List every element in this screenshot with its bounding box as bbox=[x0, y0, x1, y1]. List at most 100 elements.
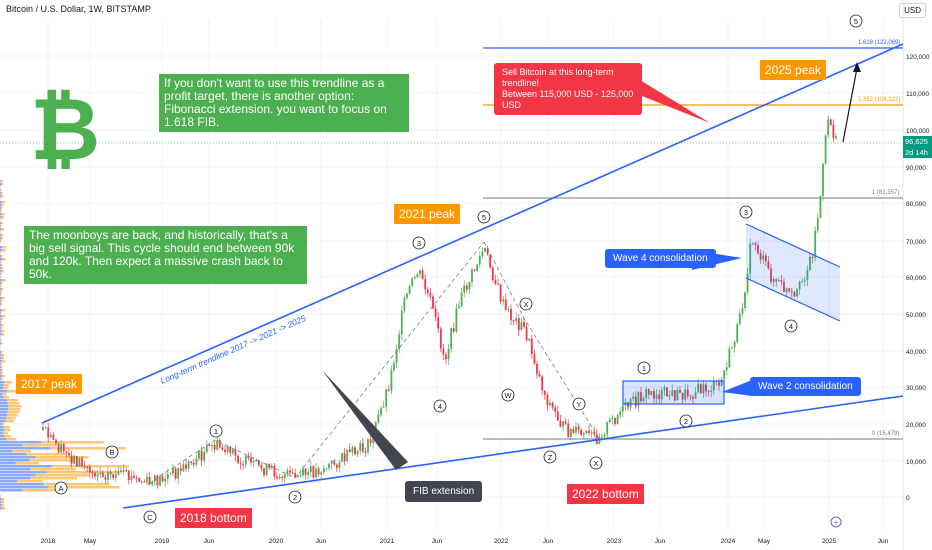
sell-note-line2: Between 115,000 USD - 125,000 USD bbox=[502, 89, 634, 110]
upper-trendline[interactable] bbox=[41, 43, 904, 424]
volume-bar bbox=[2, 201, 6, 204]
bottom-2022-label[interactable]: 2022 bottom bbox=[567, 484, 644, 504]
volume-bar bbox=[0, 501, 2, 504]
candle-body bbox=[543, 390, 546, 395]
volume-bar bbox=[1, 213, 5, 216]
candle-body bbox=[515, 318, 518, 322]
candle-body bbox=[403, 297, 406, 311]
candle-body bbox=[775, 279, 778, 282]
candle-body bbox=[736, 324, 739, 343]
volume-bar bbox=[0, 489, 23, 492]
volume-bar bbox=[4, 435, 12, 438]
volume-bar bbox=[0, 303, 1, 306]
candle-body bbox=[278, 476, 281, 479]
candle-body bbox=[237, 455, 239, 464]
volume-bar bbox=[0, 372, 2, 375]
time-axis-label: Jun bbox=[543, 538, 554, 545]
wave-label-text: X bbox=[523, 300, 528, 309]
candle-body bbox=[205, 445, 208, 453]
candle-body bbox=[130, 475, 133, 480]
volume-bar bbox=[35, 456, 89, 459]
candle-body bbox=[632, 396, 635, 399]
wave-label-text: 1 bbox=[214, 427, 218, 436]
wave2-consolidation-label[interactable]: Wave 2 consolidation bbox=[750, 377, 861, 396]
candle-body bbox=[611, 417, 614, 420]
volume-bar bbox=[0, 429, 5, 432]
volume-bar bbox=[0, 357, 2, 360]
volume-bar bbox=[0, 225, 1, 228]
sell-note-box[interactable]: Sell Bitcoin at this long-term trendline… bbox=[494, 63, 642, 115]
candle-body bbox=[533, 354, 536, 364]
candle-body bbox=[707, 391, 710, 393]
candle-body bbox=[575, 426, 577, 433]
peak-2017-label[interactable]: 2017 peak bbox=[16, 374, 83, 394]
price-axis-label: 50,000 bbox=[906, 312, 926, 319]
candle-body bbox=[746, 273, 749, 293]
fib-extension-label[interactable]: FIB extension bbox=[405, 481, 483, 502]
candle-body bbox=[83, 466, 86, 468]
candle-body bbox=[156, 475, 159, 486]
candle-body bbox=[304, 468, 307, 475]
fib-1-label: 1 (81,357) bbox=[872, 190, 899, 196]
volume-bar bbox=[41, 441, 104, 444]
volume-bar bbox=[0, 195, 2, 198]
bottom-2018-label[interactable]: 2018 bottom bbox=[175, 508, 252, 528]
candle-body bbox=[65, 451, 68, 454]
volume-bar bbox=[1, 204, 4, 207]
volume-bar bbox=[0, 471, 47, 474]
candle-body bbox=[455, 308, 458, 332]
candle-body bbox=[294, 473, 297, 478]
candle-body bbox=[601, 436, 603, 438]
candle-body bbox=[803, 280, 806, 282]
volume-bar bbox=[0, 267, 2, 270]
volume-bar bbox=[0, 417, 7, 420]
candle-body bbox=[346, 449, 349, 462]
bitcoin-logo-icon: ₿ bbox=[30, 82, 101, 178]
volume-bar bbox=[46, 471, 118, 474]
candle-body bbox=[439, 328, 442, 349]
price-axis-label: 100,000 bbox=[906, 128, 930, 135]
candle-body bbox=[777, 280, 780, 282]
time-axis[interactable]: 2018 May 2019 Jun 2020 Jun 2021 Jun 2022 Jun 2023 J… bbox=[41, 538, 889, 545]
peak-2025-label[interactable]: 2025 peak bbox=[760, 60, 827, 80]
candle-body bbox=[749, 243, 752, 274]
volume-bar bbox=[1, 183, 4, 186]
candle-body bbox=[728, 348, 731, 368]
wave2-consolidation-box[interactable] bbox=[622, 380, 725, 405]
volume-bar bbox=[0, 333, 2, 336]
currency-button[interactable]: USD bbox=[899, 3, 926, 18]
candle-body bbox=[296, 475, 299, 478]
price-axis[interactable]: 120,000 110,000 100,000 90,000 80,000 70,000 6… bbox=[906, 54, 930, 502]
candle-body bbox=[91, 472, 94, 474]
volume-bar bbox=[0, 396, 4, 399]
add-indicator-icon[interactable] bbox=[830, 516, 842, 528]
wave-label-text: 2 bbox=[293, 493, 297, 502]
candle-body bbox=[419, 270, 421, 275]
candle-body bbox=[138, 477, 141, 482]
candle-body bbox=[668, 395, 671, 397]
candle-body bbox=[239, 463, 242, 465]
candle-body bbox=[429, 293, 432, 297]
lower-trendline[interactable] bbox=[122, 395, 904, 509]
wave-label-text: 4 bbox=[438, 402, 442, 411]
volume-bar bbox=[8, 405, 22, 408]
candle-body bbox=[460, 292, 463, 307]
candle-body bbox=[785, 288, 788, 292]
volume-bar bbox=[6, 414, 18, 417]
wave4-consolidation-label[interactable]: Wave 4 consolidation bbox=[605, 249, 716, 268]
candle-body bbox=[450, 328, 453, 349]
fib-note-box[interactable]: If you don't want to use this trendline … bbox=[159, 74, 409, 132]
wave4-consolidation-channel[interactable] bbox=[746, 224, 840, 321]
moonboys-note-box[interactable]: The moonboys are back, and historically,… bbox=[24, 226, 307, 284]
volume-bar bbox=[5, 420, 14, 423]
candle-body bbox=[489, 254, 492, 268]
candle-body bbox=[767, 261, 770, 269]
peak-2021-label[interactable]: 2021 peak bbox=[394, 204, 461, 224]
price-axis-label: 10,000 bbox=[906, 459, 926, 466]
volume-bar bbox=[0, 255, 2, 258]
projection-arrow-head bbox=[853, 62, 861, 72]
time-axis-label: 2018 bbox=[41, 538, 56, 545]
volume-bar bbox=[1, 333, 4, 336]
candle-body bbox=[686, 389, 689, 397]
candle-body bbox=[616, 415, 619, 424]
